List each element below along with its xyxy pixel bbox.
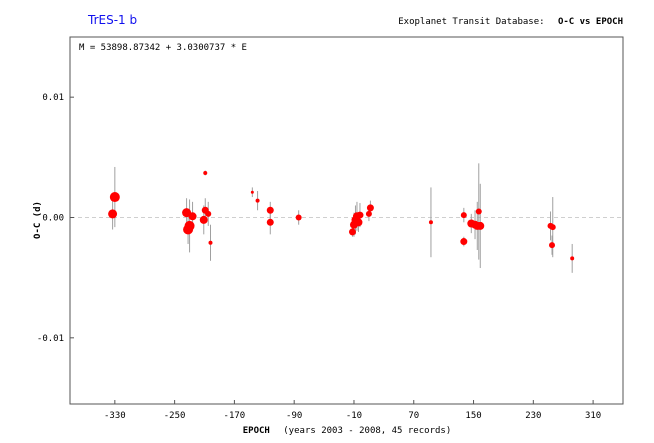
- data-point: [205, 210, 212, 217]
- database-label-bold: O-C vs EPOCH: [558, 17, 623, 27]
- x-tick-label: 70: [408, 411, 419, 421]
- data-point: [255, 198, 260, 203]
- x-tick-label: -330: [104, 411, 126, 421]
- x-axis: -330 -250 -170 -90 -10 70 150 230 310: [104, 400, 601, 421]
- data-point: [295, 214, 302, 221]
- y-axis-label: O-C (d): [33, 201, 43, 239]
- x-axis-label: EPOCH (years 2003 - 2008, 45 records): [243, 426, 452, 436]
- data-point: [549, 224, 556, 231]
- x-tick-label: -250: [164, 411, 186, 421]
- data-point: [549, 242, 556, 249]
- data-point: [199, 215, 208, 224]
- y-tick-label: 0.00: [42, 213, 64, 223]
- x-axis-title: EPOCH: [243, 426, 270, 436]
- data-points: [108, 170, 575, 261]
- data-point: [356, 211, 364, 219]
- data-point: [266, 218, 274, 226]
- data-point: [366, 204, 374, 212]
- x-axis-note: (years 2003 - 2008, 45 records): [283, 426, 451, 436]
- data-point: [354, 218, 363, 227]
- database-label: Exoplanet Transit Database: O-C vs EPOCH: [398, 17, 623, 27]
- x-tick-label: 310: [585, 411, 601, 421]
- x-tick-label: -170: [224, 411, 246, 421]
- x-tick-label: 150: [465, 411, 481, 421]
- data-point: [365, 210, 372, 217]
- x-tick-label: -90: [286, 411, 302, 421]
- y-tick-label: -0.01: [37, 334, 64, 344]
- data-point: [109, 192, 120, 203]
- plot-frame: [69, 36, 624, 405]
- y-axis: 0.01 0.00 -0.01: [37, 93, 74, 344]
- x-tick-label: 230: [525, 411, 541, 421]
- data-point: [475, 208, 482, 215]
- data-point: [348, 228, 356, 236]
- data-point: [266, 206, 274, 214]
- data-point: [428, 220, 433, 225]
- y-tick-label: 0.01: [42, 93, 64, 103]
- data-point: [570, 256, 575, 261]
- x-tick-label: -10: [346, 411, 362, 421]
- data-point: [460, 212, 467, 219]
- data-point: [460, 238, 468, 246]
- data-point: [208, 240, 213, 245]
- data-point: [108, 209, 118, 219]
- data-point: [476, 221, 485, 230]
- database-label-prefix: Exoplanet Transit Database:: [398, 17, 544, 27]
- data-point: [183, 224, 194, 235]
- ephemeris-equation: M = 53898.87342 + 3.0300737 * E: [79, 43, 247, 53]
- data-point: [250, 190, 254, 194]
- chart-title: TrES-1 b: [87, 13, 137, 27]
- data-point: [188, 212, 197, 221]
- data-point: [203, 170, 208, 175]
